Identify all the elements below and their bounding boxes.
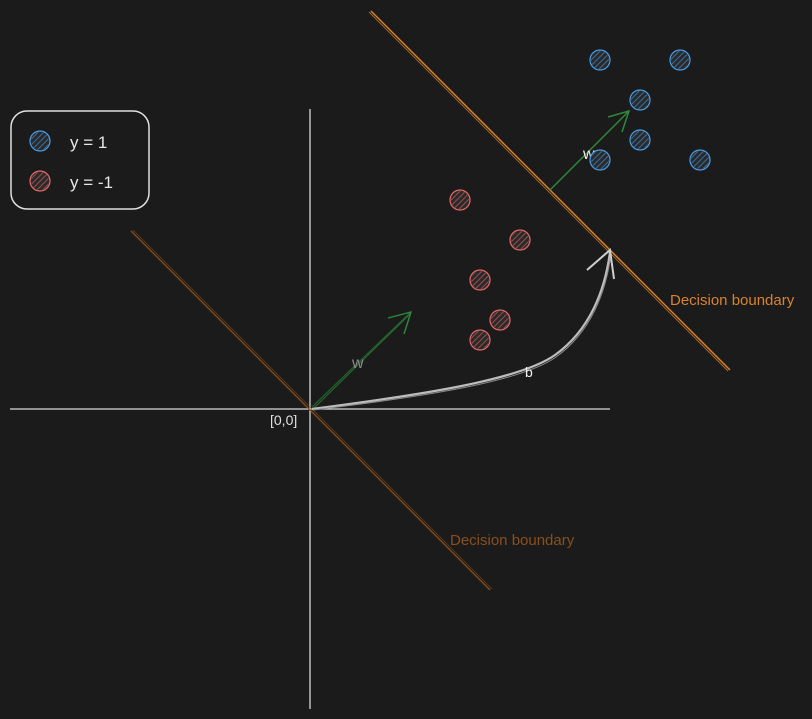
bias-label: b <box>525 364 533 380</box>
legend-positive-marker <box>29 130 51 152</box>
legend-negative-label: y = -1 <box>70 173 113 192</box>
positive-point <box>669 49 691 71</box>
weight-vector-origin <box>311 311 413 409</box>
decision-boundary-origin-label: Decision boundary <box>450 532 575 549</box>
positive-point <box>589 149 611 171</box>
negative-points <box>449 189 531 351</box>
legend-negative-marker <box>29 170 51 192</box>
negative-point <box>509 229 531 251</box>
decision-boundary-shifted <box>368 10 731 372</box>
negative-point <box>469 329 491 351</box>
negative-point <box>489 309 511 331</box>
legend: y = 1 y = -1 <box>10 110 150 210</box>
bias-arrow <box>311 248 615 411</box>
positive-points <box>589 49 711 171</box>
positive-point <box>629 129 651 151</box>
decision-boundary-shifted-label: Decision boundary <box>670 292 795 309</box>
legend-positive-label: y = 1 <box>70 133 107 152</box>
weight-vector-origin-label: w <box>351 355 364 372</box>
decision-boundary-origin <box>130 229 493 591</box>
origin-label: [0,0] <box>270 412 297 428</box>
negative-point <box>449 189 471 211</box>
weight-vector-shifted <box>549 109 631 191</box>
negative-point <box>469 269 491 291</box>
positive-point <box>689 149 711 171</box>
positive-point <box>589 49 611 71</box>
positive-point <box>629 89 651 111</box>
